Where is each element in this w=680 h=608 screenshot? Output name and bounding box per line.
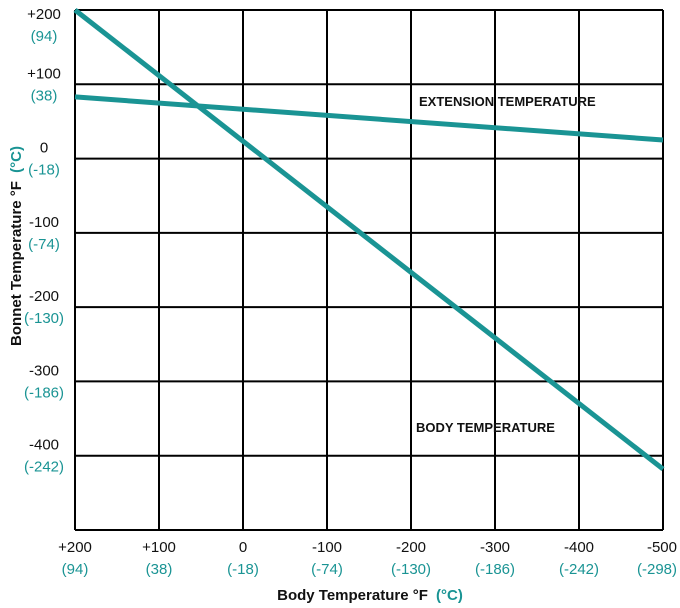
- y-axis-title: Bonnet Temperature °F (°C): [8, 146, 25, 346]
- x-tick-label-f: -500: [647, 539, 677, 556]
- y-tick-label-f: -300: [29, 362, 59, 379]
- extension-temperature-line: [74, 94, 664, 143]
- y-tick-label-f: -400: [29, 437, 59, 454]
- x-tick-label-f: +100: [142, 539, 176, 556]
- y-tick-label-c: (-18): [28, 162, 60, 179]
- x-tick-label-c: (-298): [637, 561, 677, 578]
- y-tick-label-c: (94): [31, 28, 58, 45]
- body-temperature-line: [73, 8, 665, 472]
- x-tick-label-f: -400: [564, 539, 594, 556]
- x-tick-labels: +200 (94) +100 (38) 0 (-18) -100 (-74) -200 (-130…: [58, 539, 677, 578]
- y-tick-label-f: 0: [40, 140, 48, 157]
- y-tick-label-c: (38): [31, 87, 58, 104]
- x-axis-title: Body Temperature °F (°C): [277, 587, 463, 604]
- x-tick-label-c: (-18): [227, 561, 259, 578]
- series-label-extension: EXTENSION TEMPERATURE: [419, 94, 596, 109]
- y-tick-label-f: +200: [27, 6, 61, 23]
- x-tick-label-f: -200: [396, 539, 426, 556]
- y-tick-label-c: (-242): [24, 459, 64, 476]
- y-tick-label-f: +100: [27, 65, 61, 82]
- x-tick-label-f: 0: [239, 539, 247, 556]
- y-tick-label-c: (-74): [28, 236, 60, 253]
- y-tick-labels: +200 (94) +100 (38) 0 (-18) -100 (-74) -200 (-130…: [24, 6, 64, 476]
- y-tick-label-f: -100: [29, 214, 59, 231]
- y-tick-label-c: (-186): [24, 384, 64, 401]
- y-axis-title-main: Bonnet Temperature °F: [8, 181, 25, 346]
- x-tick-label-c: (-74): [311, 561, 343, 578]
- grid: [74, 9, 664, 531]
- x-tick-label-c: (94): [62, 561, 89, 578]
- y-axis-title-unit: (°C): [8, 146, 25, 173]
- x-axis-title-main: Body Temperature °F: [277, 587, 428, 604]
- x-tick-label-c: (-242): [559, 561, 599, 578]
- x-tick-label-c: (-130): [391, 561, 431, 578]
- y-tick-label-c: (-130): [24, 310, 64, 327]
- x-tick-label-c: (-186): [475, 561, 515, 578]
- y-tick-label-f: -200: [29, 288, 59, 305]
- series-lines: [73, 8, 665, 472]
- x-tick-label-f: -300: [480, 539, 510, 556]
- x-axis-title-unit: (°C): [436, 587, 463, 604]
- x-tick-label-c: (38): [146, 561, 173, 578]
- x-tick-label-f: +200: [58, 539, 92, 556]
- series-label-body: BODY TEMPERATURE: [416, 420, 555, 435]
- x-tick-label-f: -100: [312, 539, 342, 556]
